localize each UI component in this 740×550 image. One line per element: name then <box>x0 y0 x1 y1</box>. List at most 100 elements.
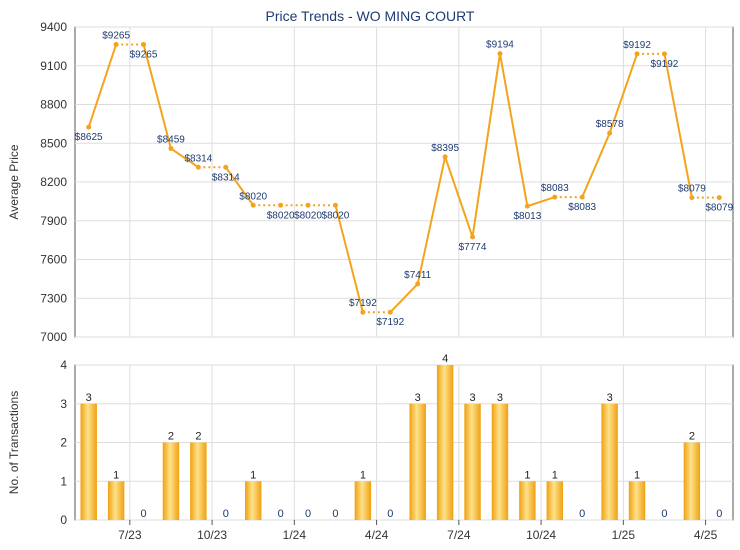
price-point <box>716 195 722 201</box>
price-data-label: $9265 <box>102 30 130 41</box>
transactions-bar-panel: 0 1 2 3 4 No. of Transactions 3 1 0 2 2 0 1 0 0 0 1 0 3 4 3 3… <box>7 353 734 542</box>
transaction-count-label: 0 <box>579 508 585 520</box>
price-data-label: $8314 <box>184 153 212 164</box>
transaction-bar <box>409 403 426 520</box>
price-point <box>332 202 338 208</box>
price-point <box>442 154 448 160</box>
price-point <box>168 146 174 152</box>
price-point <box>113 41 119 47</box>
price-data-label: $8314 <box>212 172 240 183</box>
price-point <box>689 195 695 201</box>
price-point <box>86 124 92 130</box>
transaction-count-label: 1 <box>113 469 119 481</box>
price-line-segment <box>581 132 611 198</box>
price-point <box>141 41 147 47</box>
transaction-bar <box>628 481 646 520</box>
price-data-label: $8079 <box>705 203 733 214</box>
price-data-label: $8578 <box>596 119 624 130</box>
transactions-y-tick-label: 1 <box>60 474 67 488</box>
transaction-count-label: 0 <box>387 508 393 520</box>
price-y-tick-label: 7900 <box>40 214 67 228</box>
price-data-label: $7192 <box>376 317 404 328</box>
price-point <box>661 51 667 57</box>
x-tick-label: 10/24 <box>526 528 556 542</box>
price-y-tick-label: 9400 <box>40 20 67 34</box>
transaction-count-label: 2 <box>689 431 695 443</box>
price-data-label: $8459 <box>157 135 185 146</box>
price-data-label: $8083 <box>568 202 596 213</box>
price-line-panel: 7000 7300 7600 7900 8200 8500 8800 9100 9400 Aver… <box>7 20 734 344</box>
transaction-bar <box>546 481 564 520</box>
transactions-y-tick-label: 3 <box>60 397 67 411</box>
x-tick-label: 1/24 <box>283 528 307 542</box>
transaction-count-label: 0 <box>332 508 338 520</box>
transaction-count-label: 1 <box>634 469 640 481</box>
price-point <box>552 194 558 200</box>
transaction-bar <box>354 481 372 520</box>
transaction-bar <box>436 365 454 520</box>
price-line-segment <box>444 156 474 238</box>
price-data-label: $8013 <box>513 211 541 222</box>
price-point <box>497 51 503 57</box>
price-point <box>250 202 256 208</box>
price-data-label: $7411 <box>404 270 432 281</box>
price-data-label: $9192 <box>651 59 679 70</box>
transaction-bar <box>519 481 536 520</box>
price-y-tick-label: 7300 <box>40 291 67 305</box>
price-line-segment <box>389 283 419 313</box>
price-y-tick-label: 7600 <box>40 253 67 267</box>
price-data-label: $9194 <box>486 40 514 51</box>
price-data-label: $9192 <box>623 40 651 51</box>
transaction-count-label: 3 <box>469 392 475 404</box>
price-point <box>415 281 421 287</box>
transaction-count-label: 2 <box>195 431 201 443</box>
price-data-label: $8020 <box>322 210 350 221</box>
price-line-segment <box>142 44 172 149</box>
price-line-segment <box>471 53 501 238</box>
transaction-count-label: 0 <box>305 508 311 520</box>
price-y-tick-label: 8500 <box>40 136 67 150</box>
x-tick-label: 7/24 <box>447 528 471 542</box>
transaction-count-label: 3 <box>415 392 421 404</box>
transaction-count-label: 1 <box>524 469 530 481</box>
transaction-count-label: 0 <box>716 508 722 520</box>
transaction-count-label: 3 <box>497 392 503 404</box>
price-y-tick-label: 8200 <box>40 175 67 189</box>
x-tick-label: 4/24 <box>365 528 389 542</box>
transactions-y-tick-label: 2 <box>60 436 67 450</box>
transaction-count-label: 0 <box>278 508 284 520</box>
price-line-segment <box>416 156 447 285</box>
price-point <box>579 194 585 200</box>
price-data-label: $8395 <box>431 143 459 154</box>
price-data-label: $8079 <box>678 184 706 195</box>
transaction-count-label: 3 <box>86 392 92 404</box>
price-data-label: $8625 <box>75 132 103 143</box>
price-data-label: $9265 <box>130 49 158 60</box>
price-y-axis-title: Average Price <box>7 144 21 219</box>
price-point <box>524 203 530 209</box>
x-tick-label: 7/23 <box>118 528 142 542</box>
price-y-tick-label: 7000 <box>40 330 67 344</box>
transaction-count-label: 3 <box>607 392 613 404</box>
price-line-segment <box>224 166 255 206</box>
transaction-count-label: 0 <box>661 508 667 520</box>
price-line-segment <box>334 205 364 313</box>
transactions-y-axis-title: No. of Transactions <box>7 391 21 494</box>
transaction-bar <box>190 442 207 520</box>
price-point <box>387 309 393 315</box>
price-point <box>607 130 613 136</box>
transaction-count-label: 2 <box>168 431 174 443</box>
price-data-label: $8083 <box>541 183 569 194</box>
price-data-label: $8020 <box>239 191 267 202</box>
transaction-count-label: 1 <box>360 469 366 481</box>
transaction-bar <box>491 403 509 520</box>
transaction-bar <box>464 403 481 520</box>
transaction-count-label: 1 <box>250 469 256 481</box>
price-point <box>223 164 229 170</box>
price-line-segment <box>87 44 118 128</box>
price-point <box>195 164 201 170</box>
price-line-segment <box>498 53 529 207</box>
transaction-bar <box>80 403 97 520</box>
price-point <box>305 202 311 208</box>
